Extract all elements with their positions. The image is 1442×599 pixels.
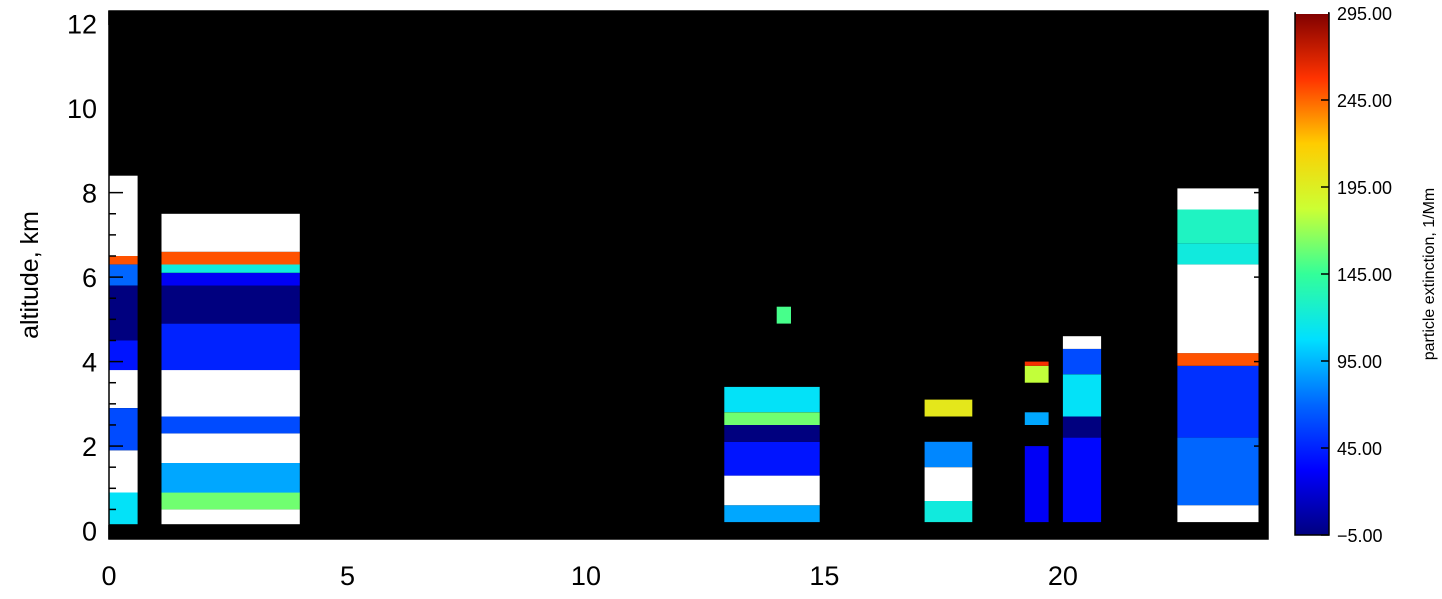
heatmap-cell: [1024, 446, 1049, 523]
heatmap-cell: [1062, 437, 1102, 523]
heatmap-cell: [161, 285, 300, 324]
plot-area: [108, 10, 1269, 540]
x-tick-label: 5: [340, 561, 355, 591]
heatmap-cell: [924, 399, 973, 417]
heatmap-cell: [724, 475, 820, 506]
heatmap-cell: [161, 264, 300, 273]
heatmap-cells: [109, 175, 1259, 525]
heatmap-cell: [109, 256, 138, 265]
heatmap-cell: [724, 505, 820, 523]
heatmap-cell: [161, 272, 300, 286]
heatmap-cell: [1177, 437, 1259, 506]
x-tick-label: 0: [101, 561, 116, 591]
heatmap-cell: [924, 441, 973, 468]
heatmap-cell: [109, 450, 138, 493]
heatmap-cell: [161, 433, 300, 463]
y-tick-label: 10: [67, 94, 97, 124]
heatmap-cell: [161, 251, 300, 265]
heatmap-cell: [724, 412, 820, 425]
heatmap-cell: [924, 467, 973, 501]
colorbar-tick-label: 145.00: [1337, 265, 1392, 285]
heatmap-cell: [1177, 264, 1259, 354]
heatmap-cell: [161, 323, 300, 371]
heatmap-cell: [1177, 188, 1259, 210]
heatmap-cell: [161, 370, 300, 417]
heatmap-cell: [1177, 365, 1259, 438]
heatmap-cell: [161, 509, 300, 525]
heatmap-cell: [109, 370, 138, 408]
heatmap-cell: [161, 213, 300, 252]
colorbar-tick-label: 195.00: [1337, 178, 1392, 198]
x-tick-label: 10: [571, 561, 601, 591]
y-tick-label: 2: [82, 432, 97, 462]
colorbar-saturation-cap: [1296, 10, 1328, 14]
heatmap-cell: [109, 285, 138, 341]
heatmap-cell: [1062, 374, 1102, 417]
heatmap-cell: [1177, 353, 1259, 366]
heatmap-cell: [109, 340, 138, 371]
heatmap-cell: [1024, 361, 1049, 366]
colorbar: −5.0045.0095.00145.00195.00245.00295.00 …: [1294, 4, 1438, 546]
heatmap-cell: [724, 441, 820, 476]
heatmap-cell: [109, 408, 138, 451]
heatmap-cell: [1024, 412, 1049, 425]
y-tick-label: 12: [67, 10, 97, 40]
y-tick-label: 8: [82, 179, 97, 209]
heatmap-cell: [109, 175, 138, 256]
colorbar-tick-label: 295.00: [1337, 4, 1392, 24]
heatmap-cell: [109, 264, 138, 286]
heatmap-cell: [924, 501, 973, 523]
x-axis: 0 5 10 15 20: [101, 11, 1255, 591]
colorbar-title: particle extinction, 1/Mm: [1421, 188, 1438, 361]
colorbar-tick-label: 245.00: [1337, 91, 1392, 111]
y-axis: altitude, km 0 2 4 6 8 10 12: [16, 10, 1268, 547]
heatmap-cell: [161, 463, 300, 493]
x-tick-label: 20: [1048, 561, 1078, 591]
colorbar-tick-label: 95.00: [1337, 352, 1382, 372]
heatmap-cell: [109, 492, 138, 525]
heatmap-cell: [1062, 336, 1102, 349]
y-tick-label: 0: [82, 517, 97, 547]
y-axis-title: altitude, km: [16, 211, 44, 339]
heatmap-cell: [1177, 243, 1259, 265]
heatmap-cell: [724, 425, 820, 442]
heatmap-cell: [1177, 505, 1259, 523]
heatmap-cell: [161, 492, 300, 510]
colorbar-tick-label: 45.00: [1337, 439, 1382, 459]
heatmap-cell: [1062, 416, 1102, 438]
plot-frame: [108, 10, 1269, 540]
heatmap-cell: [1177, 209, 1259, 244]
y-tick-label: 4: [82, 348, 97, 378]
heatmap-cell: [724, 386, 820, 413]
heatmap-cell: [1062, 348, 1102, 375]
heatmap-cell: [776, 306, 791, 324]
heatmap-cell: [1024, 365, 1049, 383]
y-tick-label: 6: [82, 263, 97, 293]
colorbar-ticks: −5.00 45.00 95.00 145.00 195.00 245.00 295.00: [1321, 4, 1392, 546]
x-tick-label: 15: [809, 561, 839, 591]
heatmap-cell: [161, 416, 300, 434]
colorbar-tick-label: −5.00: [1337, 526, 1383, 546]
